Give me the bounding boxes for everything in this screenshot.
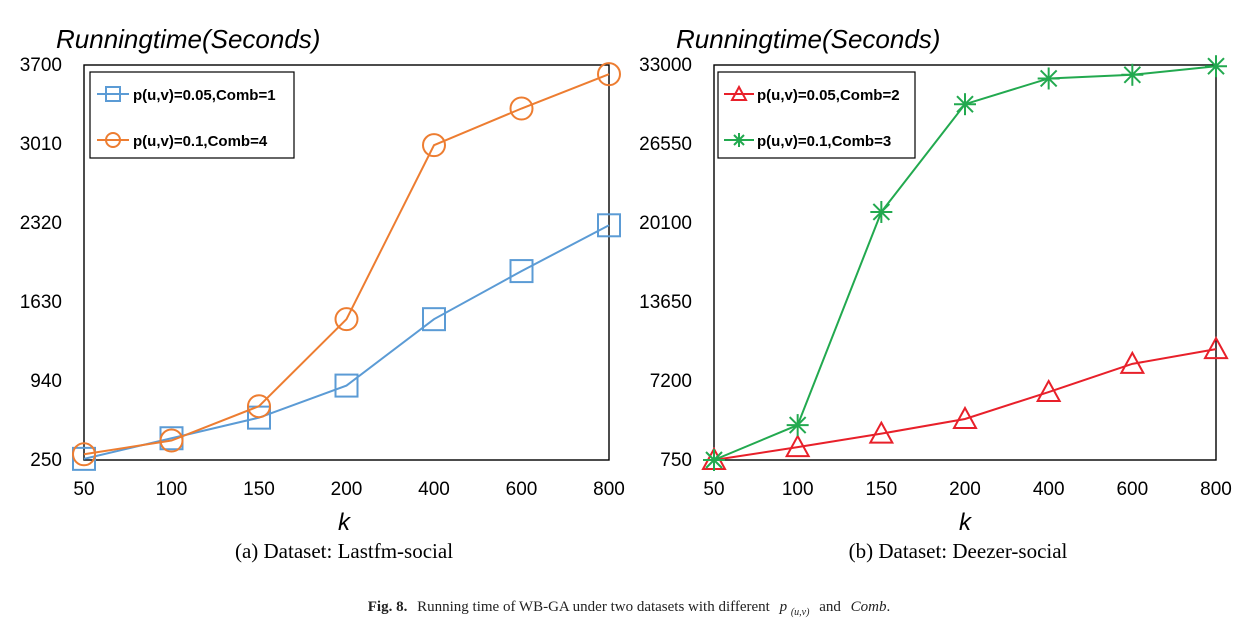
circle-marker-icon	[105, 132, 121, 148]
y-tick-label: 940	[30, 371, 62, 392]
figure-caption: Fig. 8. Running time of WB-GA under two …	[368, 599, 890, 619]
y-tick-label: 750	[660, 450, 692, 471]
x-tick-label: 150	[865, 479, 897, 500]
data-point-marker	[422, 307, 446, 332]
legend-label-series-2: p(u,v)=0.1,Comb=4	[133, 133, 268, 150]
figure-caption-and: and	[819, 599, 841, 615]
legend: p(u,v)=0.05,Comb=2 p(u,v)=0.1,Comb=3	[717, 71, 916, 159]
x-tick-label: 600	[506, 479, 538, 500]
legend-box	[717, 71, 916, 159]
data-point-marker	[786, 414, 809, 437]
data-point-marker	[1035, 378, 1062, 403]
legend-label-series-1: p(u,v)=0.05,Comb=2	[757, 87, 900, 104]
y-axis-tick-labels: 750 7200 13650 20100 26550 33000	[639, 55, 692, 471]
data-point-marker	[597, 62, 621, 87]
triangle-marker-icon	[730, 84, 748, 101]
data-point-marker	[509, 259, 534, 284]
figure-caption-p-subscript: (u,v)	[791, 607, 810, 618]
series-group	[701, 55, 1229, 471]
series-group	[72, 62, 621, 471]
data-point-marker	[1119, 350, 1146, 374]
series-line	[713, 348, 1217, 461]
figure-caption-period: .	[886, 599, 890, 615]
data-point-marker	[597, 213, 621, 238]
legend-label-series-1: p(u,v)=0.05,Comb=1	[133, 87, 276, 104]
data-point-marker	[247, 394, 271, 419]
data-point-marker	[509, 96, 534, 121]
y-tick-label: 26550	[639, 134, 692, 155]
y-tick-label: 3010	[20, 134, 62, 155]
legend: p(u,v)=0.05,Comb=1 p(u,v)=0.1,Comb=4	[89, 71, 295, 159]
x-tick-label: 200	[331, 479, 363, 500]
x-tick-label: 50	[703, 479, 724, 500]
y-tick-label: 3700	[20, 55, 62, 76]
y-tick-label: 13650	[639, 292, 692, 313]
x-tick-label: 150	[243, 479, 275, 500]
x-tick-label: 600	[1116, 479, 1148, 500]
x-axis-label: k	[959, 509, 973, 536]
x-tick-label: 800	[593, 479, 625, 500]
chart-panel-deezer: Runningtime(Seconds) 750 7200 13650 20100 26…	[639, 24, 1232, 563]
x-axis-tick-labels: 50 100 150 200 400 600 800	[73, 479, 624, 500]
x-tick-label: 400	[1033, 479, 1065, 500]
data-point-marker	[784, 434, 811, 458]
data-point-marker	[1205, 55, 1227, 78]
data-point-marker	[952, 405, 978, 429]
y-tick-label: 250	[30, 450, 62, 471]
x-tick-label: 100	[156, 479, 188, 500]
series-line	[83, 224, 610, 460]
data-point-marker	[870, 200, 893, 223]
chart-panel-lastfm: Runningtime(Seconds) 250 940 1630 2320 3010 3…	[20, 24, 625, 563]
star-marker-icon	[732, 133, 746, 147]
data-point-marker	[334, 307, 359, 332]
x-axis-tick-labels: 50 100 150 200 400 600 800	[703, 479, 1231, 500]
data-point-marker	[1037, 67, 1060, 90]
y-tick-label: 20100	[639, 213, 692, 234]
data-point-marker	[868, 420, 895, 444]
data-point-marker	[334, 373, 359, 398]
plot-area-frame	[83, 64, 610, 461]
y-tick-label: 2320	[20, 213, 62, 234]
data-point-marker	[703, 449, 725, 471]
x-tick-label: 100	[782, 479, 814, 500]
y-tick-label: 7200	[650, 371, 692, 392]
y-tick-label: 33000	[639, 55, 692, 76]
chart-title: Runningtime(Seconds)	[56, 24, 320, 54]
x-tick-label: 400	[418, 479, 450, 500]
y-axis-tick-labels: 250 940 1630 2320 3010 3700	[20, 55, 62, 471]
data-point-marker	[1121, 63, 1144, 86]
series-line	[83, 73, 610, 456]
figure-caption-comb: Comb	[851, 599, 887, 615]
data-point-marker	[159, 428, 184, 453]
figure-caption-text: Running time of WB-GA under two datasets…	[417, 599, 771, 615]
data-point-marker	[72, 442, 96, 467]
plot-area-frame	[713, 64, 1217, 461]
x-tick-label: 50	[73, 479, 94, 500]
x-axis-label: k	[338, 509, 352, 536]
square-marker-icon	[105, 86, 121, 102]
panel-caption: (a) Dataset: Lastfm-social	[235, 539, 453, 563]
x-tick-label: 200	[949, 479, 981, 500]
data-point-marker	[1203, 336, 1229, 360]
panel-caption: (b) Dataset: Deezer-social	[849, 539, 1068, 563]
figure-caption-p-symbol: p	[779, 599, 788, 615]
legend-box	[89, 71, 295, 159]
legend-label-series-2: p(u,v)=0.1,Comb=3	[757, 133, 891, 150]
data-point-marker	[954, 93, 976, 116]
y-tick-label: 1630	[20, 292, 62, 313]
chart-title: Runningtime(Seconds)	[676, 24, 940, 54]
figure-caption-label: Fig. 8.	[368, 599, 408, 615]
data-point-marker	[422, 133, 446, 158]
x-tick-label: 800	[1200, 479, 1232, 500]
